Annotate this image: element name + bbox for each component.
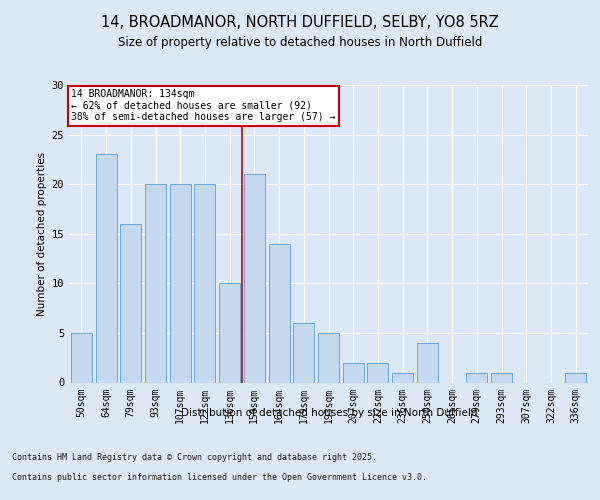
Bar <box>367 362 388 382</box>
Bar <box>343 362 364 382</box>
Text: Distribution of detached houses by size in North Duffield: Distribution of detached houses by size … <box>181 408 477 418</box>
Bar <box>244 174 265 382</box>
Bar <box>71 333 92 382</box>
Bar <box>318 333 339 382</box>
Bar <box>145 184 166 382</box>
Text: 14 BROADMANOR: 134sqm
← 62% of detached houses are smaller (92)
38% of semi-deta: 14 BROADMANOR: 134sqm ← 62% of detached … <box>71 89 336 122</box>
Text: Contains public sector information licensed under the Open Government Licence v3: Contains public sector information licen… <box>12 473 427 482</box>
Bar <box>417 343 438 382</box>
Bar <box>392 372 413 382</box>
Bar <box>466 372 487 382</box>
Bar <box>293 323 314 382</box>
Bar <box>491 372 512 382</box>
Bar <box>120 224 141 382</box>
Text: 14, BROADMANOR, NORTH DUFFIELD, SELBY, YO8 5RZ: 14, BROADMANOR, NORTH DUFFIELD, SELBY, Y… <box>101 15 499 30</box>
Bar <box>269 244 290 382</box>
Bar <box>170 184 191 382</box>
Bar <box>565 372 586 382</box>
Bar <box>194 184 215 382</box>
Y-axis label: Number of detached properties: Number of detached properties <box>37 152 47 316</box>
Text: Size of property relative to detached houses in North Duffield: Size of property relative to detached ho… <box>118 36 482 49</box>
Bar <box>219 284 240 382</box>
Text: Contains HM Land Registry data © Crown copyright and database right 2025.: Contains HM Land Registry data © Crown c… <box>12 453 377 462</box>
Bar <box>95 154 116 382</box>
